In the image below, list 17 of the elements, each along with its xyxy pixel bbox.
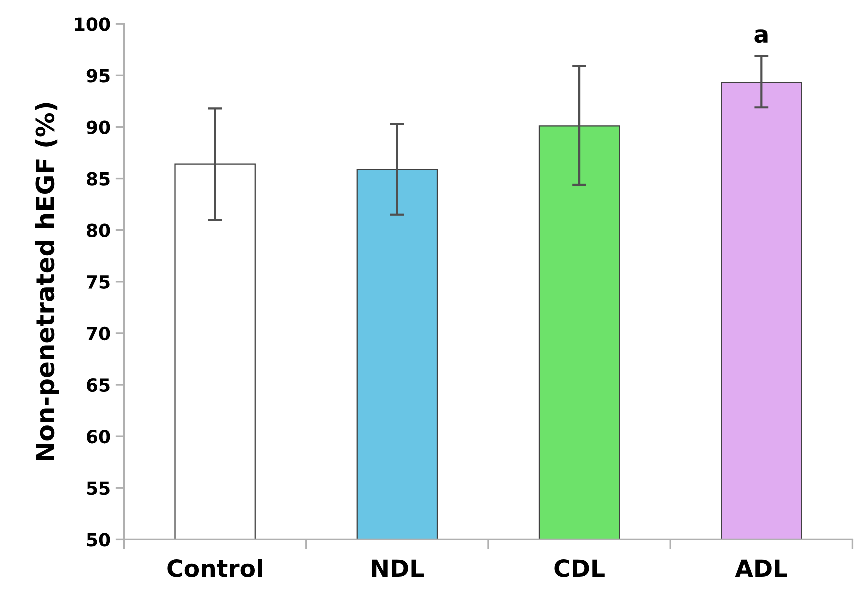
y-tick-label: 85 [87,172,110,186]
x-tick-label: CDL [554,560,605,578]
y-tick-label: 100 [75,18,110,32]
y-tick-label: 75 [87,276,110,290]
y-tick-label: 70 [87,326,110,341]
x-tick-label: NDL [372,560,424,578]
y-tick-label: 55 [87,482,110,496]
y-tick-label: 50 [87,533,110,547]
y-axis-title: Non-penetrated hEGF (%) [35,103,60,460]
y-tick-label: 65 [87,378,110,392]
x-tick-label: ADL [735,560,788,578]
y-tick-label: 90 [86,120,110,134]
x-tick-label: Control [168,559,262,578]
annotation: a [754,30,768,44]
y-tick-label: 80 [87,224,110,238]
y-tick-label: 95 [86,69,110,83]
y-tick-label: 60 [87,430,110,444]
